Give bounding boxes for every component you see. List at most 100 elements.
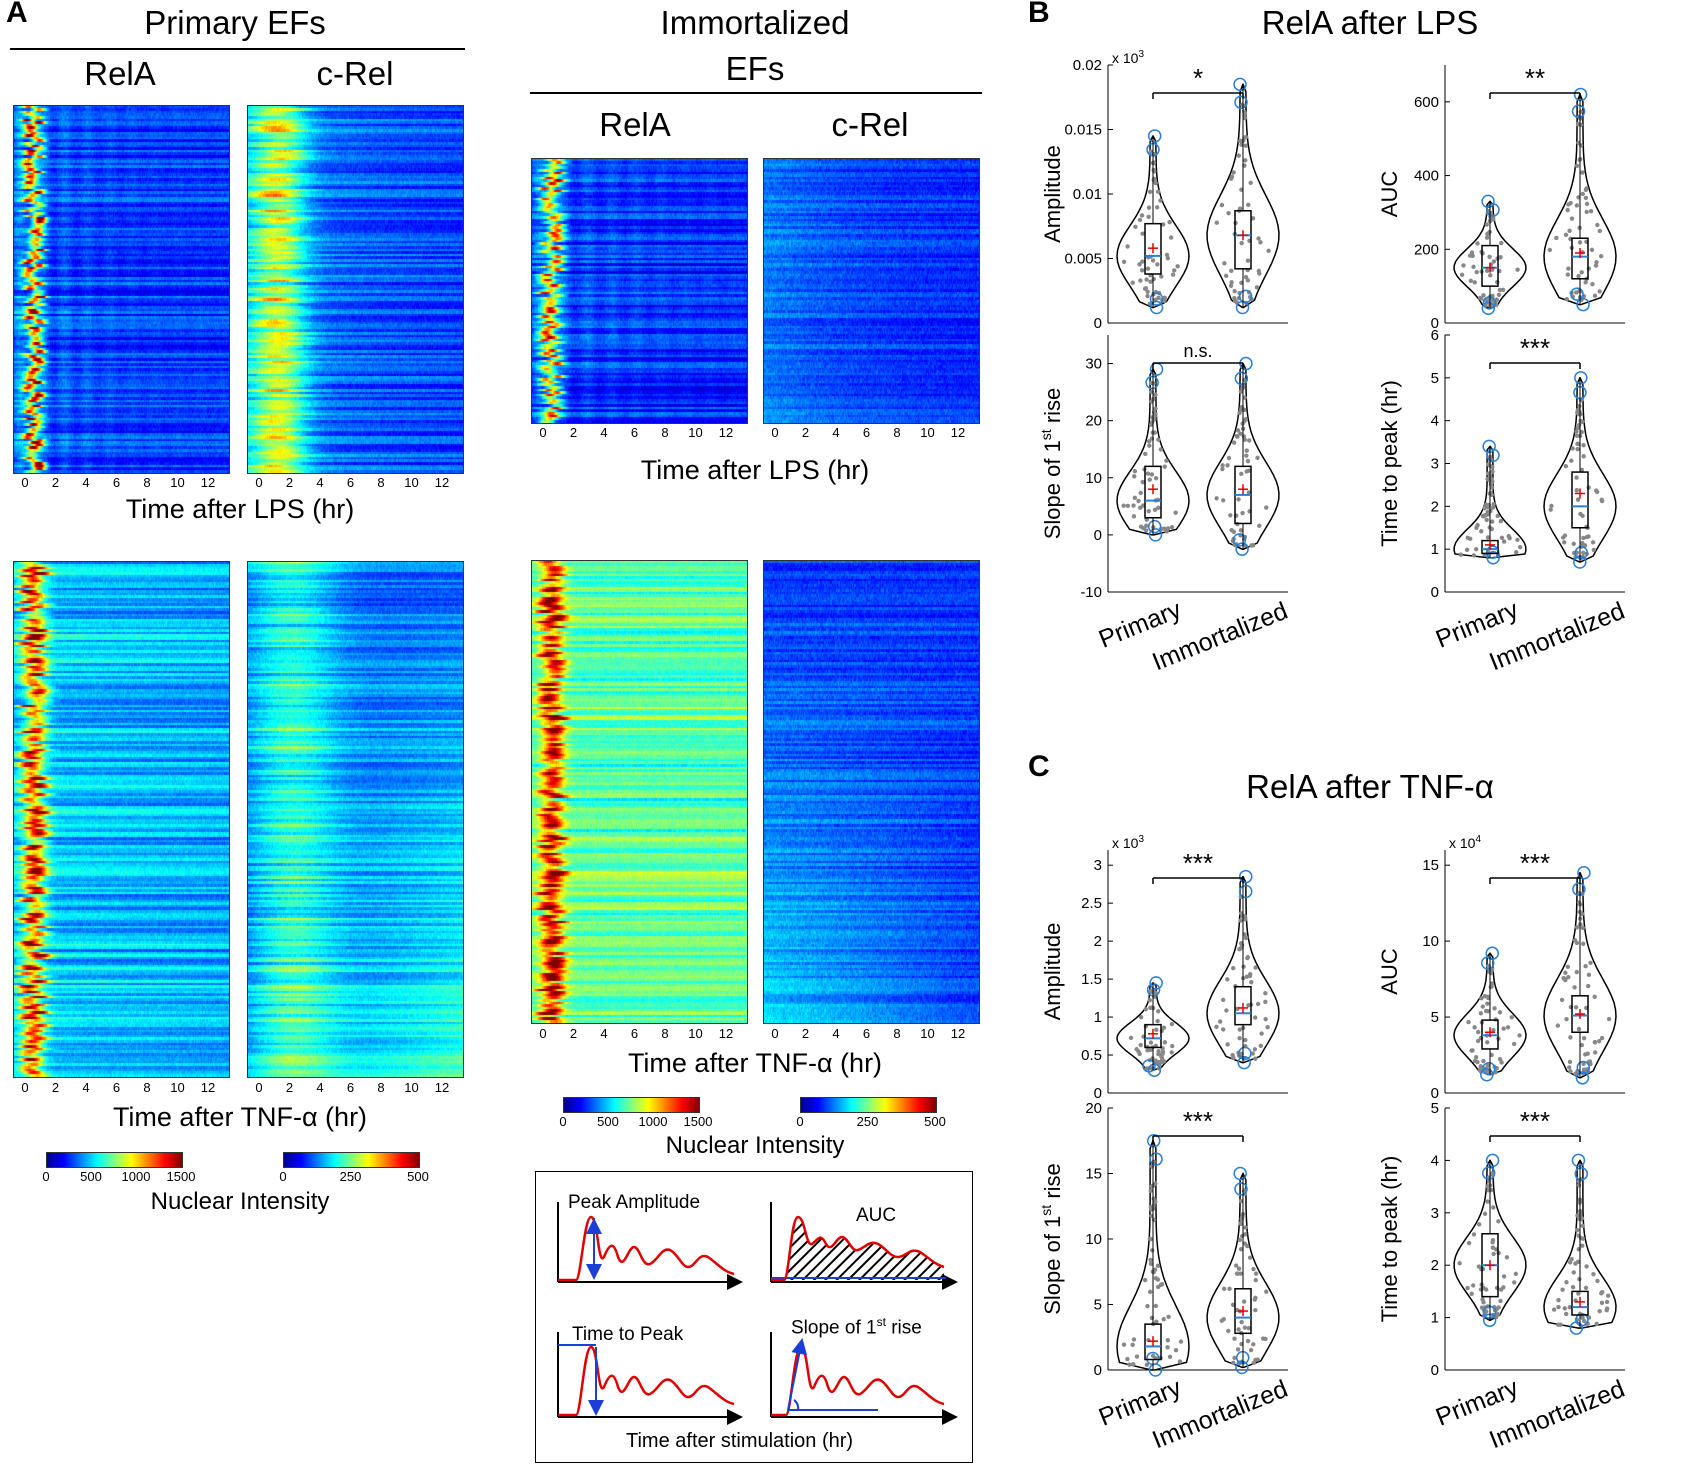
y-tick-label: 0.02 xyxy=(1073,57,1102,74)
outlier-point xyxy=(1574,1167,1589,1181)
violin-chart: 0 0.005 0.01 0.015 0.02 Amplitude x 103 * xyxy=(1040,50,1288,332)
y-tick-label: 0 xyxy=(1431,1085,1439,1102)
data-point xyxy=(1150,258,1156,263)
data-point xyxy=(1583,195,1589,201)
y-tick-label: 20 xyxy=(1085,413,1102,430)
data-point xyxy=(1159,1056,1165,1061)
data-point xyxy=(1139,268,1145,273)
x-tick: 10 xyxy=(688,1026,703,1041)
x-tick: 0 xyxy=(21,1080,29,1095)
data-point xyxy=(1239,1319,1244,1325)
data-point xyxy=(1581,550,1586,555)
data-point xyxy=(1143,1007,1148,1012)
data-point xyxy=(1479,529,1484,534)
data-point xyxy=(1147,998,1153,1003)
data-point xyxy=(1489,485,1495,490)
data-point xyxy=(1574,969,1580,975)
x-tick: 12 xyxy=(718,1026,734,1041)
x-tick: 4 xyxy=(832,1026,840,1041)
data-point xyxy=(1139,213,1145,218)
data-point xyxy=(1252,1047,1258,1052)
data-point xyxy=(1220,466,1225,472)
data-point xyxy=(1497,1010,1503,1015)
data-point xyxy=(1132,468,1138,474)
data-point xyxy=(1154,205,1160,210)
significance-label: *** xyxy=(1520,333,1550,363)
data-point xyxy=(1581,442,1586,448)
data-point xyxy=(1575,1213,1580,1218)
schematic-xlabel: Time after stimulation (hr) xyxy=(626,1430,854,1452)
data-point xyxy=(1579,270,1584,275)
data-point xyxy=(1229,527,1234,533)
colorbar-tick: 1000 xyxy=(638,1114,668,1129)
data-point xyxy=(1226,1328,1231,1334)
data-point xyxy=(1575,1227,1580,1233)
data-point xyxy=(1229,268,1234,274)
data-point xyxy=(1479,996,1484,1001)
data-point xyxy=(1497,1057,1503,1062)
x-tick: 2 xyxy=(569,425,578,440)
y-axis-label: AUC xyxy=(1377,171,1402,218)
y-tick-label: 20 xyxy=(1085,1100,1102,1117)
y-tick-label: 3 xyxy=(1431,1205,1439,1222)
colorbar-primary-relA-ticks: 0 500 1000 1500 xyxy=(42,1169,195,1185)
data-point xyxy=(1498,1298,1503,1304)
x-tick: 10 xyxy=(920,425,935,440)
data-point xyxy=(1565,272,1571,277)
data-point xyxy=(1229,280,1234,285)
data-point xyxy=(1501,1026,1506,1031)
data-point xyxy=(1576,1183,1582,1188)
outlier-point xyxy=(1571,104,1586,119)
data-point xyxy=(1563,232,1569,238)
y-tick-label: 2 xyxy=(1431,1257,1439,1274)
y-tick-label: 0 xyxy=(1431,315,1439,332)
data-point xyxy=(1490,1245,1496,1250)
y-tick-label: 1 xyxy=(1431,541,1439,558)
x-ticks-primary-relA-lps: 0 2 4 6 8 10 12 xyxy=(13,475,228,493)
data-point xyxy=(1148,1188,1153,1194)
data-point xyxy=(1245,278,1251,283)
data-point xyxy=(1138,1042,1143,1048)
colorbar-title-immortalized: Nuclear Intensity xyxy=(665,1132,845,1159)
data-point xyxy=(1238,1221,1243,1226)
y-tick-label: 2 xyxy=(1431,498,1439,515)
data-point xyxy=(1152,430,1158,435)
data-point xyxy=(1147,1236,1153,1241)
data-point xyxy=(1151,1269,1156,1275)
colorbar-tick: 0 xyxy=(279,1169,287,1184)
data-point xyxy=(1221,498,1226,503)
data-point xyxy=(1224,1008,1229,1013)
heatmap-primary-relA-lps xyxy=(13,105,230,474)
significance-label: *** xyxy=(1520,848,1550,878)
x-tick: 2 xyxy=(51,1080,60,1095)
data-point xyxy=(1251,1342,1256,1347)
data-point xyxy=(1225,463,1230,468)
y-axis-label: Amplitude xyxy=(1040,145,1065,243)
schematic-slope xyxy=(770,1332,958,1425)
data-point xyxy=(1137,262,1142,267)
data-point xyxy=(1554,235,1559,241)
y-exponent: x 103 xyxy=(1112,834,1144,851)
data-point xyxy=(1167,219,1172,225)
data-point xyxy=(1151,1217,1157,1222)
iqr-box xyxy=(1571,1290,1589,1316)
data-point xyxy=(1164,252,1170,258)
data-point xyxy=(1564,1311,1569,1317)
data-point xyxy=(1583,1285,1589,1291)
data-point xyxy=(1222,261,1227,266)
data-point xyxy=(1151,167,1156,173)
x-tick: 8 xyxy=(893,1026,901,1041)
outlier-point xyxy=(1481,1166,1496,1180)
outlier-point xyxy=(1572,882,1586,896)
data-point xyxy=(1239,1233,1245,1239)
outlier-point xyxy=(1149,976,1163,990)
heatmap-primary-cRel-lps xyxy=(247,105,464,474)
data-point xyxy=(1242,1325,1248,1330)
exp-base: x 10 xyxy=(1449,835,1476,851)
significance-label: * xyxy=(1193,63,1203,93)
data-point xyxy=(1221,1027,1226,1032)
y-tick-label: 15 xyxy=(1422,857,1439,874)
data-point xyxy=(1574,487,1580,493)
data-point xyxy=(1461,263,1466,268)
